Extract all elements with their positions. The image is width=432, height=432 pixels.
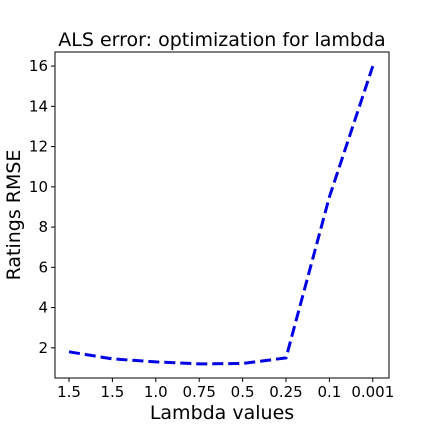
- x-tick-label: 1.5: [57, 383, 81, 401]
- x-tick-label: 0.25: [269, 383, 302, 401]
- y-tick-label: 4: [38, 299, 48, 317]
- x-tick-label: 0.001: [351, 383, 394, 401]
- y-tick-label: 2: [38, 339, 48, 357]
- y-tick-label: 8: [38, 218, 48, 236]
- x-tick-label: 0.5: [231, 383, 255, 401]
- x-axis-label: Lambda values: [150, 402, 294, 424]
- y-axis-label: Ratings RMSE: [3, 150, 25, 281]
- series-line: [68, 65, 375, 366]
- y-tick-label: 6: [38, 258, 48, 276]
- plot-area: 2 4 6 8 10 12 14 16 1.5 1.5 1.0 0.75 0.5 0.25 0.1 0.001: [29, 51, 394, 401]
- y-tick-label: 14: [29, 97, 48, 115]
- plot-frame: [54, 51, 390, 379]
- y-tick-label: 10: [29, 178, 48, 196]
- x-tick-label: 1.0: [144, 383, 168, 401]
- x-tick-label: 0.1: [317, 383, 341, 401]
- chart-title: ALS error: optimization for lambda: [58, 29, 385, 51]
- x-tick-label: 1.5: [100, 383, 124, 401]
- y-tick-label: 12: [29, 138, 48, 156]
- x-tick-label: 0.75: [182, 383, 215, 401]
- y-tick-label: 16: [29, 57, 48, 75]
